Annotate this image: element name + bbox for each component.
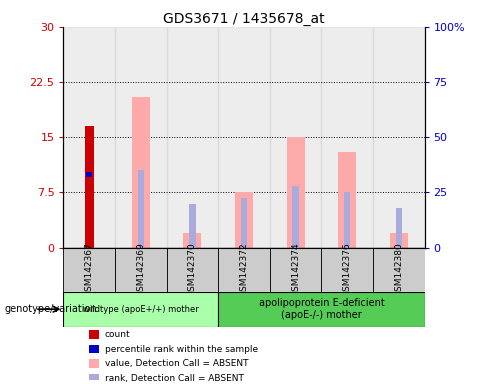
Text: count: count bbox=[105, 330, 130, 339]
Bar bbox=[241, 198, 247, 248]
Bar bbox=[390, 233, 408, 248]
Text: GSM142374: GSM142374 bbox=[291, 242, 300, 297]
Text: GSM142380: GSM142380 bbox=[394, 242, 403, 297]
Text: rank, Detection Call = ABSENT: rank, Detection Call = ABSENT bbox=[105, 374, 244, 382]
Bar bbox=[235, 192, 253, 248]
Bar bbox=[322, 248, 373, 292]
Bar bbox=[63, 292, 218, 326]
Text: GSM142372: GSM142372 bbox=[240, 242, 248, 297]
Bar bbox=[218, 27, 270, 248]
Bar bbox=[373, 27, 425, 248]
Bar bbox=[84, 126, 94, 248]
Bar bbox=[89, 330, 99, 339]
Bar bbox=[166, 27, 218, 248]
Bar bbox=[183, 233, 202, 248]
Bar bbox=[270, 248, 322, 292]
Bar bbox=[338, 152, 356, 248]
Bar bbox=[270, 248, 322, 292]
Text: genotype/variation: genotype/variation bbox=[5, 304, 98, 314]
Bar bbox=[115, 248, 166, 292]
Text: percentile rank within the sample: percentile rank within the sample bbox=[105, 344, 258, 354]
Bar bbox=[89, 374, 99, 382]
Bar bbox=[63, 27, 115, 248]
Bar bbox=[89, 359, 99, 368]
Text: wildtype (apoE+/+) mother: wildtype (apoE+/+) mother bbox=[83, 305, 199, 314]
Bar bbox=[373, 248, 425, 292]
Bar bbox=[344, 192, 350, 248]
Bar bbox=[138, 170, 144, 248]
Text: GSM142370: GSM142370 bbox=[188, 242, 197, 297]
Bar bbox=[373, 248, 425, 292]
Bar bbox=[218, 248, 270, 292]
Bar bbox=[292, 186, 299, 248]
Text: apolipoprotein E-deficient
(apoE-/-) mother: apolipoprotein E-deficient (apoE-/-) mot… bbox=[259, 298, 384, 320]
Bar bbox=[89, 345, 99, 353]
Bar bbox=[63, 248, 115, 292]
Bar bbox=[322, 248, 373, 292]
Bar bbox=[63, 248, 115, 292]
Bar bbox=[218, 292, 425, 326]
Text: GSM142369: GSM142369 bbox=[136, 242, 145, 297]
Bar bbox=[270, 27, 322, 248]
Bar bbox=[286, 137, 305, 248]
Bar bbox=[115, 27, 166, 248]
Title: GDS3671 / 1435678_at: GDS3671 / 1435678_at bbox=[163, 12, 325, 26]
Bar bbox=[396, 208, 402, 248]
Bar bbox=[115, 248, 166, 292]
Bar bbox=[322, 27, 373, 248]
Bar bbox=[132, 97, 150, 248]
Text: value, Detection Call = ABSENT: value, Detection Call = ABSENT bbox=[105, 359, 248, 368]
Bar bbox=[166, 248, 218, 292]
Bar bbox=[218, 248, 270, 292]
Bar bbox=[189, 204, 196, 248]
Text: GSM142376: GSM142376 bbox=[343, 242, 352, 297]
Text: GSM142367: GSM142367 bbox=[85, 242, 94, 297]
Bar bbox=[86, 172, 92, 177]
Bar bbox=[166, 248, 218, 292]
